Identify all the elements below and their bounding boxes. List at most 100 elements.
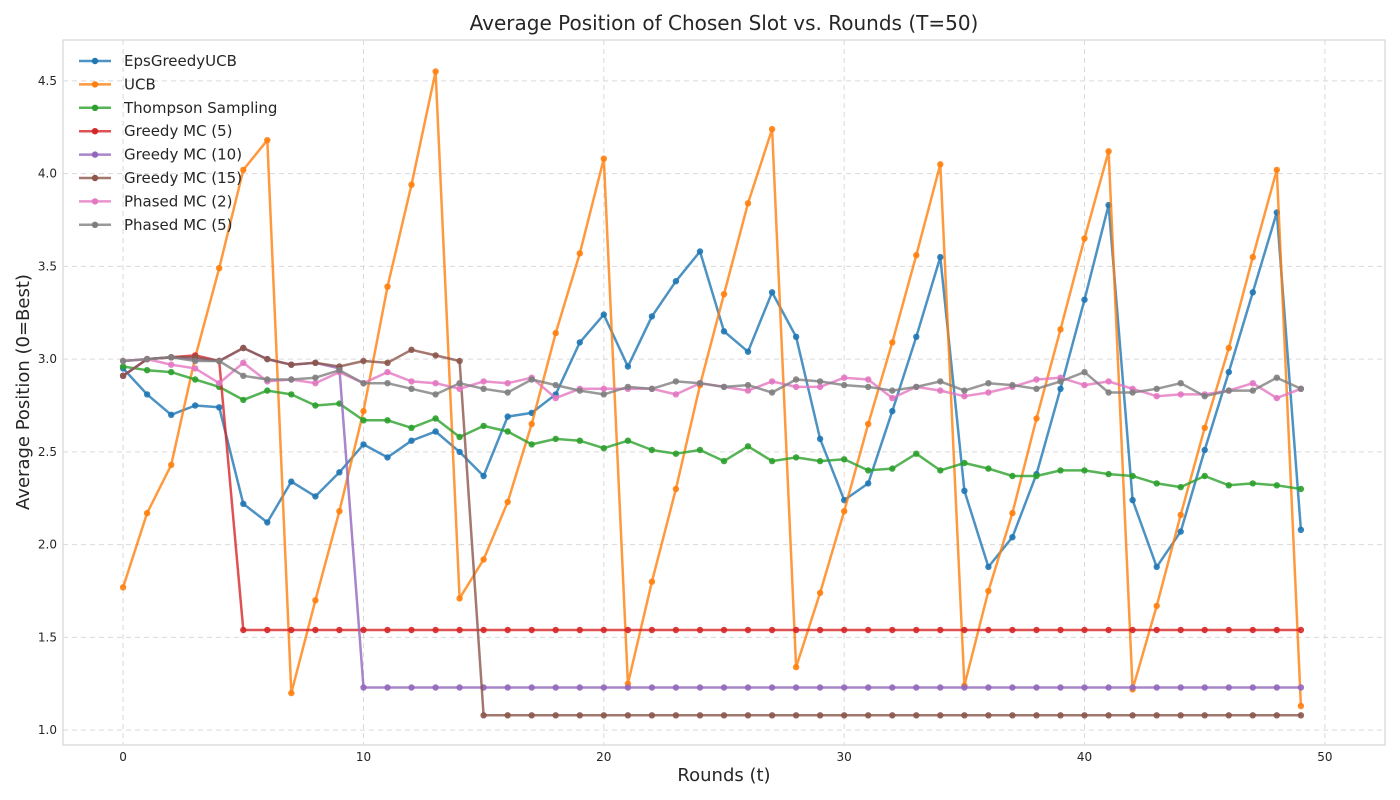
data-point [288, 478, 295, 485]
data-point [552, 381, 559, 389]
data-point [312, 374, 319, 381]
data-point [865, 376, 872, 383]
legend-item: EpsGreedyUCB [79, 52, 237, 70]
data-point [865, 480, 872, 487]
data-point [1057, 385, 1064, 392]
data-point [288, 361, 295, 368]
x-tick-label: 50 [1317, 750, 1332, 764]
data-point [336, 626, 343, 634]
legend-marker [91, 104, 99, 112]
data-point [1177, 511, 1184, 519]
data-point [552, 626, 559, 634]
data-point [1105, 470, 1112, 478]
x-tick-label: 40 [1077, 750, 1092, 764]
data-point [841, 712, 848, 719]
data-point [744, 712, 752, 719]
data-point [792, 684, 800, 691]
data-point [841, 456, 848, 463]
data-point [408, 181, 415, 188]
legend-item: Greedy MC (15) [79, 169, 242, 187]
x-tick-label: 10 [356, 750, 371, 764]
data-point [1177, 380, 1184, 387]
legend: EpsGreedyUCB UCB Thompson Sampling Greedy M… [79, 52, 277, 234]
data-point [624, 437, 632, 444]
data-point [1105, 389, 1112, 396]
series-7 [119, 354, 1305, 400]
data-point [240, 166, 247, 174]
data-point [1225, 387, 1233, 394]
data-point [456, 380, 463, 387]
data-point [1177, 626, 1184, 634]
data-point [312, 597, 319, 604]
legend-marker [91, 198, 99, 205]
data-point [768, 712, 776, 719]
data-point [192, 376, 199, 383]
data-point [552, 712, 559, 719]
legend-label: Greedy MC (5) [124, 122, 233, 140]
data-point [264, 626, 271, 634]
data-point [143, 367, 151, 374]
data-point [408, 385, 415, 392]
data-point [288, 391, 295, 398]
data-point [576, 437, 583, 444]
data-point [1081, 712, 1088, 719]
data-point [720, 328, 728, 335]
data-point [720, 684, 728, 691]
legend-item: Phased MC (5) [79, 216, 233, 234]
legend-label: Phased MC (5) [124, 216, 233, 234]
data-point [768, 684, 776, 691]
data-point [672, 450, 680, 457]
x-tick-label: 0 [119, 750, 127, 764]
data-point [1033, 376, 1040, 383]
legend-marker [91, 174, 99, 182]
data-point [672, 278, 680, 285]
data-point [624, 363, 632, 370]
data-point [1177, 391, 1184, 398]
data-point [1009, 509, 1016, 517]
x-axis-ticks: 0 10 20 30 40 50 [119, 750, 1332, 764]
data-point [624, 684, 632, 691]
y-tick-label: 4.0 [38, 167, 57, 181]
data-point [696, 446, 704, 454]
data-point [192, 357, 199, 365]
data-point [1129, 496, 1136, 504]
data-point [624, 383, 632, 391]
data-point [408, 378, 415, 385]
data-point [1273, 482, 1281, 489]
data-point [985, 389, 992, 396]
data-point [1249, 712, 1257, 719]
data-point [456, 357, 463, 365]
data-point [889, 407, 896, 415]
data-point [1105, 148, 1112, 155]
legend-item: Phased MC (2) [79, 192, 233, 210]
data-point [384, 454, 391, 461]
data-point [384, 359, 391, 366]
data-point [384, 684, 391, 691]
data-point [696, 380, 704, 387]
data-point [504, 413, 511, 420]
data-point [985, 587, 992, 595]
data-point [1129, 472, 1136, 480]
data-point [720, 457, 728, 465]
data-point [937, 467, 944, 474]
data-point [1249, 387, 1257, 394]
data-point [1009, 472, 1016, 480]
data-point [432, 415, 439, 422]
data-point [408, 684, 415, 691]
data-point [1297, 684, 1305, 691]
data-point [312, 493, 319, 500]
data-point [143, 355, 151, 363]
data-point [432, 68, 439, 75]
data-point [408, 424, 415, 431]
data-point [504, 380, 511, 387]
series-5 [119, 344, 1305, 719]
data-point [1225, 684, 1233, 691]
data-point [600, 311, 607, 318]
data-point [1153, 602, 1160, 610]
data-point [672, 684, 680, 691]
y-tick-label: 2.5 [38, 445, 57, 459]
data-point [360, 684, 367, 691]
data-point [985, 626, 992, 634]
data-point [1297, 626, 1305, 634]
legend-item: Greedy MC (5) [79, 122, 233, 140]
